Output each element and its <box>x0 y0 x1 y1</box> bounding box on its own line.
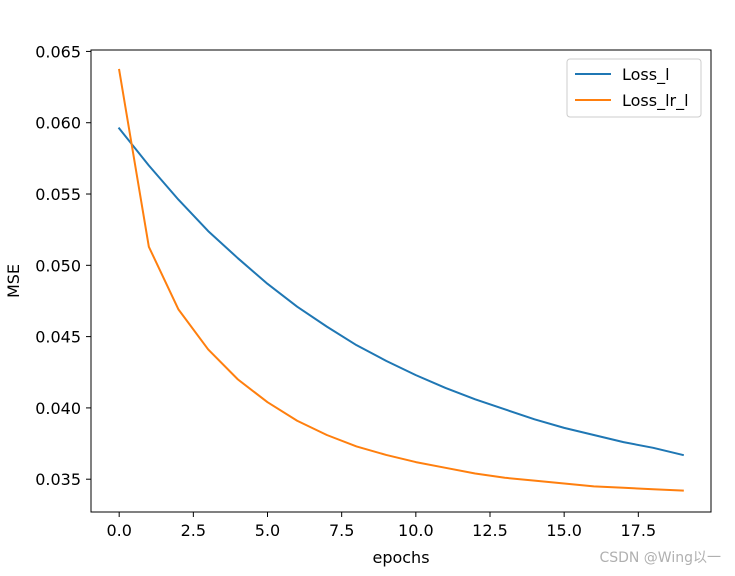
legend-label: Loss_lr_l <box>622 91 689 111</box>
series-layer <box>117 68 685 492</box>
x-tick-label: 17.5 <box>621 521 657 540</box>
y-tick-label: 0.065 <box>35 42 81 61</box>
y-axis-label: MSE <box>4 264 23 298</box>
legend-label: Loss_l <box>622 65 670 85</box>
x-tick-label: 10.0 <box>398 521 434 540</box>
legend: Loss_l Loss_lr_l <box>566 58 702 118</box>
series-line-loss-l <box>117 127 685 457</box>
y-axis: 0.035 0.040 0.045 0.050 0.055 0.060 0.065 <box>35 42 91 489</box>
plot-background <box>91 50 711 512</box>
y-tick-label: 0.050 <box>35 256 81 275</box>
x-tick-label: 7.5 <box>329 521 354 540</box>
plot-frame <box>90 49 712 513</box>
series-line-loss-lr-l <box>118 68 684 492</box>
x-tick-label: 2.5 <box>181 521 206 540</box>
y-tick-label: 0.060 <box>35 114 81 133</box>
y-tick-label: 0.055 <box>35 185 81 204</box>
x-tick-label: 0.0 <box>106 521 131 540</box>
y-tick-label: 0.045 <box>35 328 81 347</box>
x-axis: 0.0 2.5 5.0 7.5 10.0 12.5 15.0 17.5 <box>106 512 656 540</box>
x-tick-label: 15.0 <box>546 521 582 540</box>
x-tick-label: 5.0 <box>255 521 280 540</box>
x-axis-label: epochs <box>372 548 429 567</box>
y-tick-label: 0.040 <box>35 399 81 418</box>
watermark: CSDN @Wing以一 <box>599 550 721 566</box>
x-tick-label: 12.5 <box>472 521 508 540</box>
y-tick-label: 0.035 <box>35 470 81 489</box>
